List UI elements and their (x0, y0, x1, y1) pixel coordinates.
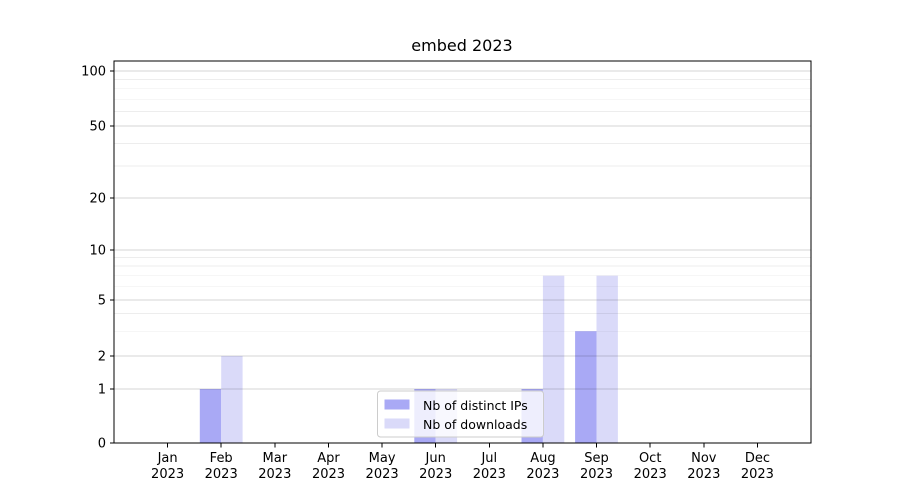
x-tick-label-month: Aug (530, 451, 555, 466)
x-tick-label-month: Apr (317, 451, 340, 466)
grid-layer (114, 70, 811, 390)
x-tick-label-year: 2023 (258, 467, 291, 482)
x-tick-label-year: 2023 (473, 467, 506, 482)
legend: Nb of distinct IPs Nb of downloads (377, 390, 544, 438)
x-tick-label-month: Jun (425, 451, 446, 466)
x-tick-label-year: 2023 (687, 467, 720, 482)
legend-swatch-distinct-ips (384, 399, 410, 410)
y-tick-label: 50 (89, 120, 106, 135)
axes-layer (110, 60, 812, 448)
legend-label-downloads: Nb of downloads (423, 417, 527, 432)
plot-border (113, 60, 812, 444)
legend-frame (377, 390, 544, 438)
y-tick-label: 100 (81, 65, 106, 80)
x-tick-label-month: Jan (157, 451, 178, 466)
y-tick-label: 20 (89, 192, 106, 207)
bar-distinct-ips-feb (199, 389, 222, 443)
y-tick-label: 2 (98, 350, 106, 365)
chart-title: embed 2023 (411, 36, 512, 55)
x-tick-label-month: Feb (210, 451, 233, 466)
bar-downloads-feb (221, 356, 243, 443)
x-tick-label-month: Nov (691, 451, 717, 466)
x-tick-label-year: 2023 (741, 467, 774, 482)
tick-labels-layer: 0125102050100Jan2023Feb2023Mar2023Apr202… (81, 65, 774, 483)
x-tick-label-month: Jul (480, 451, 497, 466)
bar-distinct-ips-sep (575, 331, 597, 443)
x-tick-label-month: Dec (745, 451, 770, 466)
legend-label-distinct-ips: Nb of distinct IPs (423, 398, 528, 413)
x-tick-label-year: 2023 (151, 467, 184, 482)
x-tick-label-year: 2023 (312, 467, 345, 482)
bar-downloads-sep (596, 275, 618, 443)
x-tick-label-year: 2023 (366, 467, 399, 482)
x-tick-label-month: Mar (263, 451, 288, 466)
bar-downloads-aug (542, 275, 565, 443)
x-tick-label-year: 2023 (580, 467, 613, 482)
x-tick-label-year: 2023 (205, 467, 238, 482)
legend-swatch-downloads (384, 418, 410, 429)
x-tick-label-year: 2023 (419, 467, 452, 482)
y-tick-label: 0 (98, 437, 106, 452)
y-tick-label: 1 (98, 383, 106, 398)
x-tick-label-month: May (369, 451, 396, 466)
y-tick-label: 10 (89, 244, 106, 259)
x-tick-label-year: 2023 (634, 467, 667, 482)
x-tick-label-month: Oct (639, 451, 661, 466)
x-tick-label-year: 2023 (526, 467, 559, 482)
y-tick-label: 5 (98, 294, 106, 309)
x-tick-label-month: Sep (584, 451, 609, 466)
